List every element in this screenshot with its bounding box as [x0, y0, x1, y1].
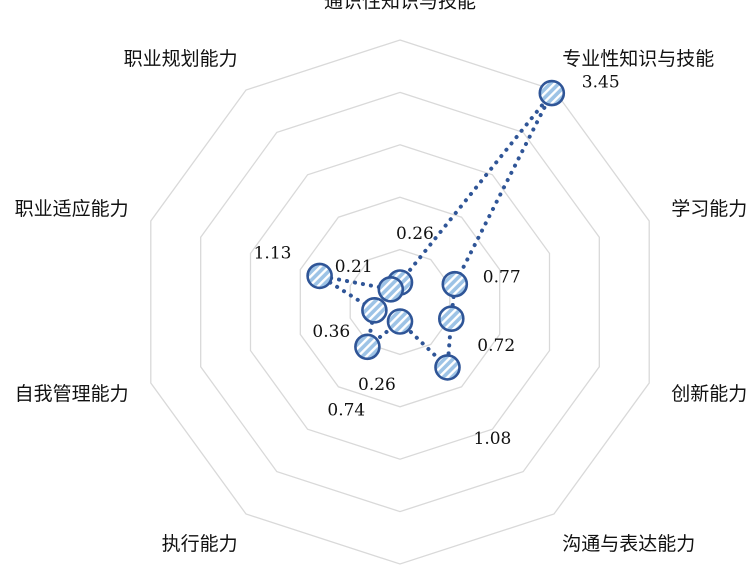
grid-ring-3 [249, 144, 551, 460]
data-point-2 [441, 270, 469, 298]
data-label-5: 0.26 [358, 375, 396, 395]
radar-grid [150, 39, 650, 565]
axis-labels: 通识性知识与技能专业性知识与技能学习能力创新能力沟通与表达能力组织与管理能力执行… [15, 0, 748, 555]
grid-ring-5 [150, 39, 650, 565]
data-label-3: 0.72 [477, 336, 515, 356]
axis-label-9: 职业规划能力 [124, 48, 238, 70]
data-label-8: 1.13 [254, 243, 292, 263]
data-label-1: 3.45 [582, 73, 620, 93]
series-line-path [318, 91, 554, 372]
data-label-9: 0.21 [335, 257, 373, 277]
data-label-0: 0.26 [396, 224, 434, 244]
data-point-4 [434, 354, 461, 381]
series-line [318, 91, 554, 372]
axis-label-8: 职业适应能力 [15, 198, 129, 220]
data-point-9 [377, 275, 405, 303]
data-point-3 [437, 305, 465, 333]
series-markers [306, 79, 566, 381]
data-labels: 0.26 3.45 0.77 0.72 1.08 0.26 0.74 0.36 1.13 0.21 [254, 73, 620, 449]
data-point-8 [306, 262, 333, 290]
data-point-7 [361, 296, 388, 324]
axis-label-2: 学习能力 [671, 198, 747, 220]
data-label-6: 0.74 [327, 400, 365, 420]
data-label-2: 0.77 [483, 268, 521, 288]
grid-ring-2 [299, 196, 501, 408]
axis-label-1: 专业性知识与技能 [562, 48, 714, 70]
data-label-7: 0.36 [312, 322, 350, 342]
data-point-6 [354, 333, 381, 361]
axis-label-0: 通识性知识与技能 [324, 0, 476, 13]
data-point-1 [538, 79, 566, 107]
grid-ring-1 [349, 248, 451, 356]
data-point-5 [386, 308, 414, 335]
axis-label-4: 沟通与表达能力 [562, 533, 695, 555]
axis-label-6: 执行能力 [162, 533, 238, 555]
grid-ring-4 [200, 91, 600, 513]
axis-label-7: 自我管理能力 [15, 383, 129, 405]
data-label-4: 1.08 [474, 429, 512, 449]
axis-label-3: 创新能力 [671, 383, 747, 405]
